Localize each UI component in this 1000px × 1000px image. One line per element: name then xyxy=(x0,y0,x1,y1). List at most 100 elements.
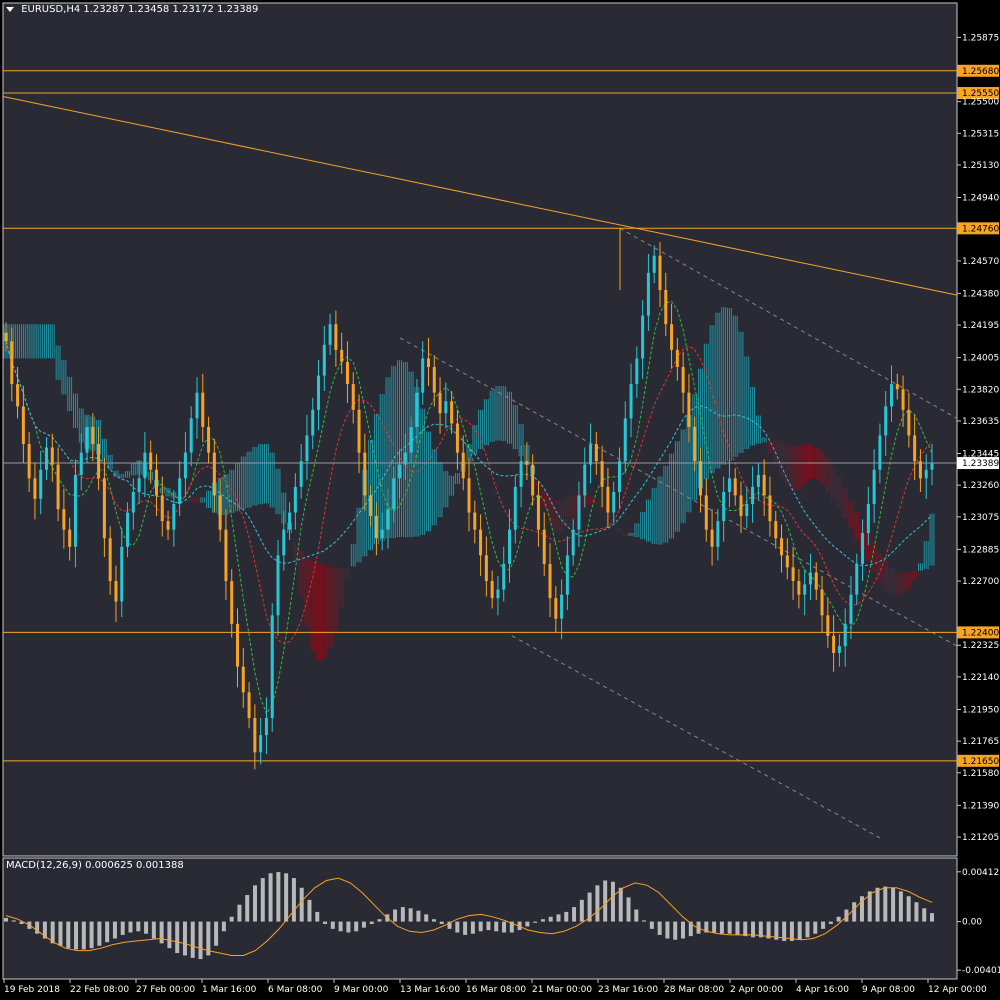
macd-histogram-bar xyxy=(268,873,273,922)
macd-histogram-bar xyxy=(447,921,452,929)
candle-body xyxy=(895,384,899,390)
candle-body xyxy=(612,491,616,513)
level-label: 1.24760 xyxy=(962,224,999,234)
macd-histogram-bar xyxy=(424,914,429,922)
candle-body xyxy=(762,474,766,496)
price-tick-label: 1.24570 xyxy=(962,257,999,267)
candle-body xyxy=(270,615,274,719)
macd-histogram-bar xyxy=(556,914,561,922)
candle-body xyxy=(62,509,66,530)
candle-body xyxy=(693,426,697,462)
candle-body xyxy=(733,478,737,496)
candle-body xyxy=(716,521,720,547)
macd-histogram-bar xyxy=(517,921,522,931)
candle-body xyxy=(930,462,934,470)
candle-body xyxy=(114,581,118,602)
horizontal-levels[interactable]: 1.25680 1.25550 1.24760 1.22400 1.21650 1.233… xyxy=(3,64,999,767)
candle-body xyxy=(253,718,257,753)
candle-body xyxy=(508,529,512,564)
macd-histogram-bar xyxy=(431,919,436,922)
candle-body xyxy=(305,435,309,462)
macd-pane[interactable] xyxy=(2,857,958,980)
current-price-box xyxy=(957,457,999,470)
macd-histogram-bar xyxy=(66,921,71,949)
candle-body xyxy=(160,495,164,522)
macd-histogram-bar xyxy=(766,921,771,939)
candle-body xyxy=(774,521,778,539)
candle-body xyxy=(785,555,789,568)
candle-body xyxy=(780,538,784,556)
candle-body xyxy=(675,349,679,368)
candle-body xyxy=(849,594,853,624)
macd-histogram-bar xyxy=(4,917,8,922)
candle-body xyxy=(79,452,83,475)
level-label-box xyxy=(957,754,999,767)
price-tick-label: 1.24195 xyxy=(962,321,999,331)
macd-histogram-bar xyxy=(618,887,623,922)
candle-body xyxy=(73,474,77,547)
macd-histogram-bar xyxy=(673,921,678,940)
time-tick-label: 1 Mar 16:00 xyxy=(202,985,257,995)
dropdown-triangle-icon[interactable] xyxy=(6,6,14,12)
symbol-header[interactable]: EURUSD,H4 1.23287 1.23458 1.23172 1.2338… xyxy=(6,4,258,15)
macd-histogram-bar xyxy=(175,921,180,954)
macd-indicator: 0.004121 0.00 -0.004016 xyxy=(4,868,1000,976)
candle-body xyxy=(652,255,656,273)
candle-body xyxy=(322,344,326,376)
candle-body xyxy=(473,512,477,530)
candle-body xyxy=(739,495,743,516)
level-label-box xyxy=(957,626,999,639)
time-tick-label: 23 Mar 16:00 xyxy=(598,985,658,995)
price-tick-label: 1.25130 xyxy=(962,161,999,171)
candle-body xyxy=(276,555,280,616)
candle-body xyxy=(4,332,8,342)
candle-body xyxy=(600,461,604,487)
price-pane[interactable] xyxy=(2,2,958,857)
candle-body xyxy=(496,589,500,599)
candle-body xyxy=(502,563,506,590)
candle-body xyxy=(97,444,101,479)
channel-lower-dashed xyxy=(511,635,881,839)
macd-histogram-bar xyxy=(774,921,779,940)
symbol-label: EURUSD,H4 xyxy=(21,4,81,15)
candle-body xyxy=(820,589,824,616)
macd-histogram-bar xyxy=(727,921,732,934)
macd-histogram-bar xyxy=(906,896,911,922)
price-tick-label: 1.21950 xyxy=(962,705,999,715)
candle-body xyxy=(797,581,801,595)
macd-histogram-bar xyxy=(758,921,763,938)
macd-histogram-bar xyxy=(688,921,693,937)
price-tick-label: 1.25875 xyxy=(962,33,999,43)
level-label: 1.22400 xyxy=(962,628,999,638)
macd-histogram-bar xyxy=(852,902,857,922)
candle-body xyxy=(826,615,830,636)
candle-body xyxy=(878,435,882,470)
macd-histogram-bar xyxy=(400,907,405,922)
macd-histogram-bar xyxy=(206,921,211,956)
macd-histogram-bar xyxy=(735,921,740,935)
candle-body xyxy=(913,435,917,462)
macd-histogram-bar xyxy=(797,921,802,940)
candle-body xyxy=(91,426,95,445)
macd-histogram-bar xyxy=(299,887,304,922)
candle-body xyxy=(282,529,286,556)
macd-histogram-bar xyxy=(11,920,16,922)
candlesticks[interactable] xyxy=(4,242,934,770)
time-tick-label: 9 Mar 00:00 xyxy=(334,985,389,995)
candle-body xyxy=(924,469,928,479)
price-tick-label: 1.24940 xyxy=(962,193,999,203)
candle-body xyxy=(571,529,575,556)
candle-body xyxy=(531,464,535,496)
candle-body xyxy=(137,478,141,492)
macd-histogram-bar xyxy=(151,921,156,939)
time-tick-label: 27 Feb 00:00 xyxy=(136,985,195,995)
candle-body xyxy=(554,598,558,619)
macd-histogram-bar xyxy=(494,921,499,932)
macd-histogram-bar xyxy=(128,921,133,933)
macd-histogram-bar xyxy=(642,920,647,922)
price-tick-label: 1.23260 xyxy=(962,481,999,491)
price-tick-label: 1.23445 xyxy=(962,449,999,459)
candle-body xyxy=(803,584,807,595)
candle-body xyxy=(432,367,436,393)
